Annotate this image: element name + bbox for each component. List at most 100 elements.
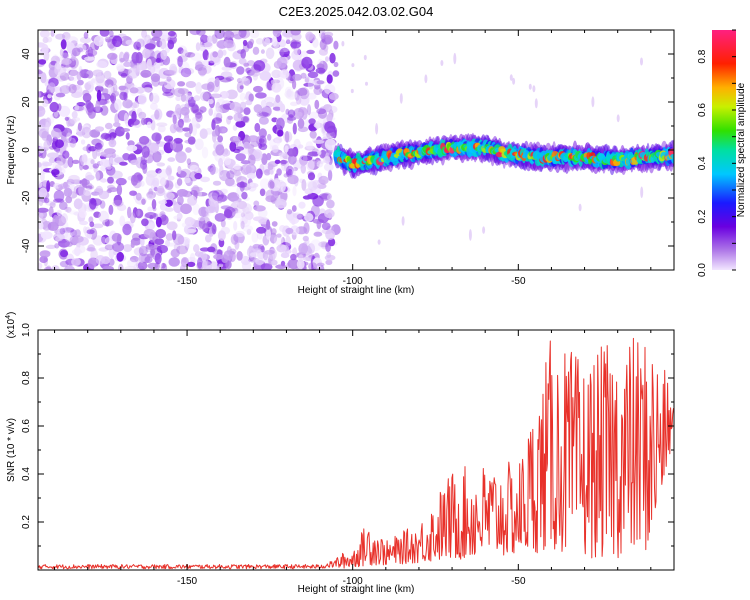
noise-blob [219,165,224,176]
noise-blob [86,143,92,154]
noise-blob [123,112,129,124]
noise-blob [259,138,265,144]
noise-blob [108,248,115,259]
noise-blob [87,244,95,252]
noise-blob [279,69,290,79]
noise-blob [157,185,165,194]
noise-blob [80,73,89,78]
noise-blob [103,153,114,158]
noise-blob [289,225,300,236]
noise-blob [141,218,149,227]
noise-blob [112,199,124,207]
noise-blob [205,234,212,243]
noise-blob [300,50,308,58]
noise-blob [129,190,138,196]
faint-blob [399,93,403,104]
noise-blob [68,76,75,81]
noise-blob [184,228,197,233]
noise-blob [245,67,252,74]
noise-blob [247,145,254,155]
noise-blob [292,73,303,81]
noise-blob [100,178,107,183]
noise-blob [177,88,189,95]
noise-blob [119,91,127,101]
noise-blob [92,223,104,229]
noise-blob [318,48,328,56]
noise-blob [145,174,155,186]
y-tick-label: 40 [21,48,32,60]
noise-blob [184,67,195,75]
noise-blob [66,132,72,142]
noise-blob [239,85,244,90]
noise-blob [180,67,192,78]
noise-blob [324,138,336,151]
faint-blob [375,123,379,135]
noise-blob [290,30,301,36]
noise-blob [313,86,323,96]
noise-blob [146,58,152,70]
noise-blob [255,92,267,99]
noise-blob [85,99,92,110]
noise-blob [240,164,252,176]
noise-blob [218,171,224,177]
noise-blob [285,165,294,176]
noise-blob [54,228,66,235]
noise-blob [176,178,183,186]
noise-blob [82,164,89,170]
noise-blob [235,120,246,128]
noise-blob [139,237,145,247]
noise-blob [38,70,43,75]
noise-blob [73,198,83,210]
noise-blob [212,131,217,143]
noise-blob [197,67,207,76]
noise-blob [246,172,257,180]
noise-blob [313,160,325,165]
noise-blob [260,99,267,108]
noise-blob [69,118,77,124]
noise-blob [150,102,158,110]
noise-blob [175,95,182,102]
noise-blob [68,69,78,77]
noise-blob [271,259,278,266]
noise-blob [298,243,309,255]
noise-blob [256,111,269,118]
noise-blob [255,168,263,179]
faint-blob [453,52,457,65]
noise-blob [71,47,81,57]
noise-blob [214,213,226,222]
noise-blob [74,229,81,238]
noise-blob [215,144,225,156]
noise-blob [116,251,124,262]
noise-blob [141,198,146,205]
noise-blob [55,33,66,40]
y-tick-label: -20 [21,190,32,205]
noise-blob [71,111,78,119]
snr-ticks: -150 -100 -50 0.2 0.4 0.6 0.8 1.0 [21,323,674,587]
noise-blob [123,61,131,67]
y-tick-label: 0 [21,147,32,153]
noise-blob [147,142,159,154]
noise-blob [323,163,334,172]
noise-blob [239,92,246,101]
noise-blob [211,224,217,235]
noise-blob [44,197,50,204]
noise-blob [180,49,189,58]
noise-blob [213,128,219,138]
noise-blob [79,36,92,44]
noise-blob [153,186,158,192]
noise-blob [185,147,192,153]
noise-blob [308,262,318,270]
noise-blob [38,59,47,65]
noise-blob [319,39,327,50]
noise-blob [187,136,196,145]
noise-blob [256,226,267,234]
noise-blob [86,229,95,235]
noise-blob [285,227,294,235]
noise-blob [108,128,117,141]
noise-blob [324,209,335,219]
noise-blob [213,253,224,260]
noise-blob [38,187,48,199]
colorbar-tick-label: 0.0 [697,263,708,277]
noise-blob [59,227,66,235]
noise-blob [133,65,140,73]
